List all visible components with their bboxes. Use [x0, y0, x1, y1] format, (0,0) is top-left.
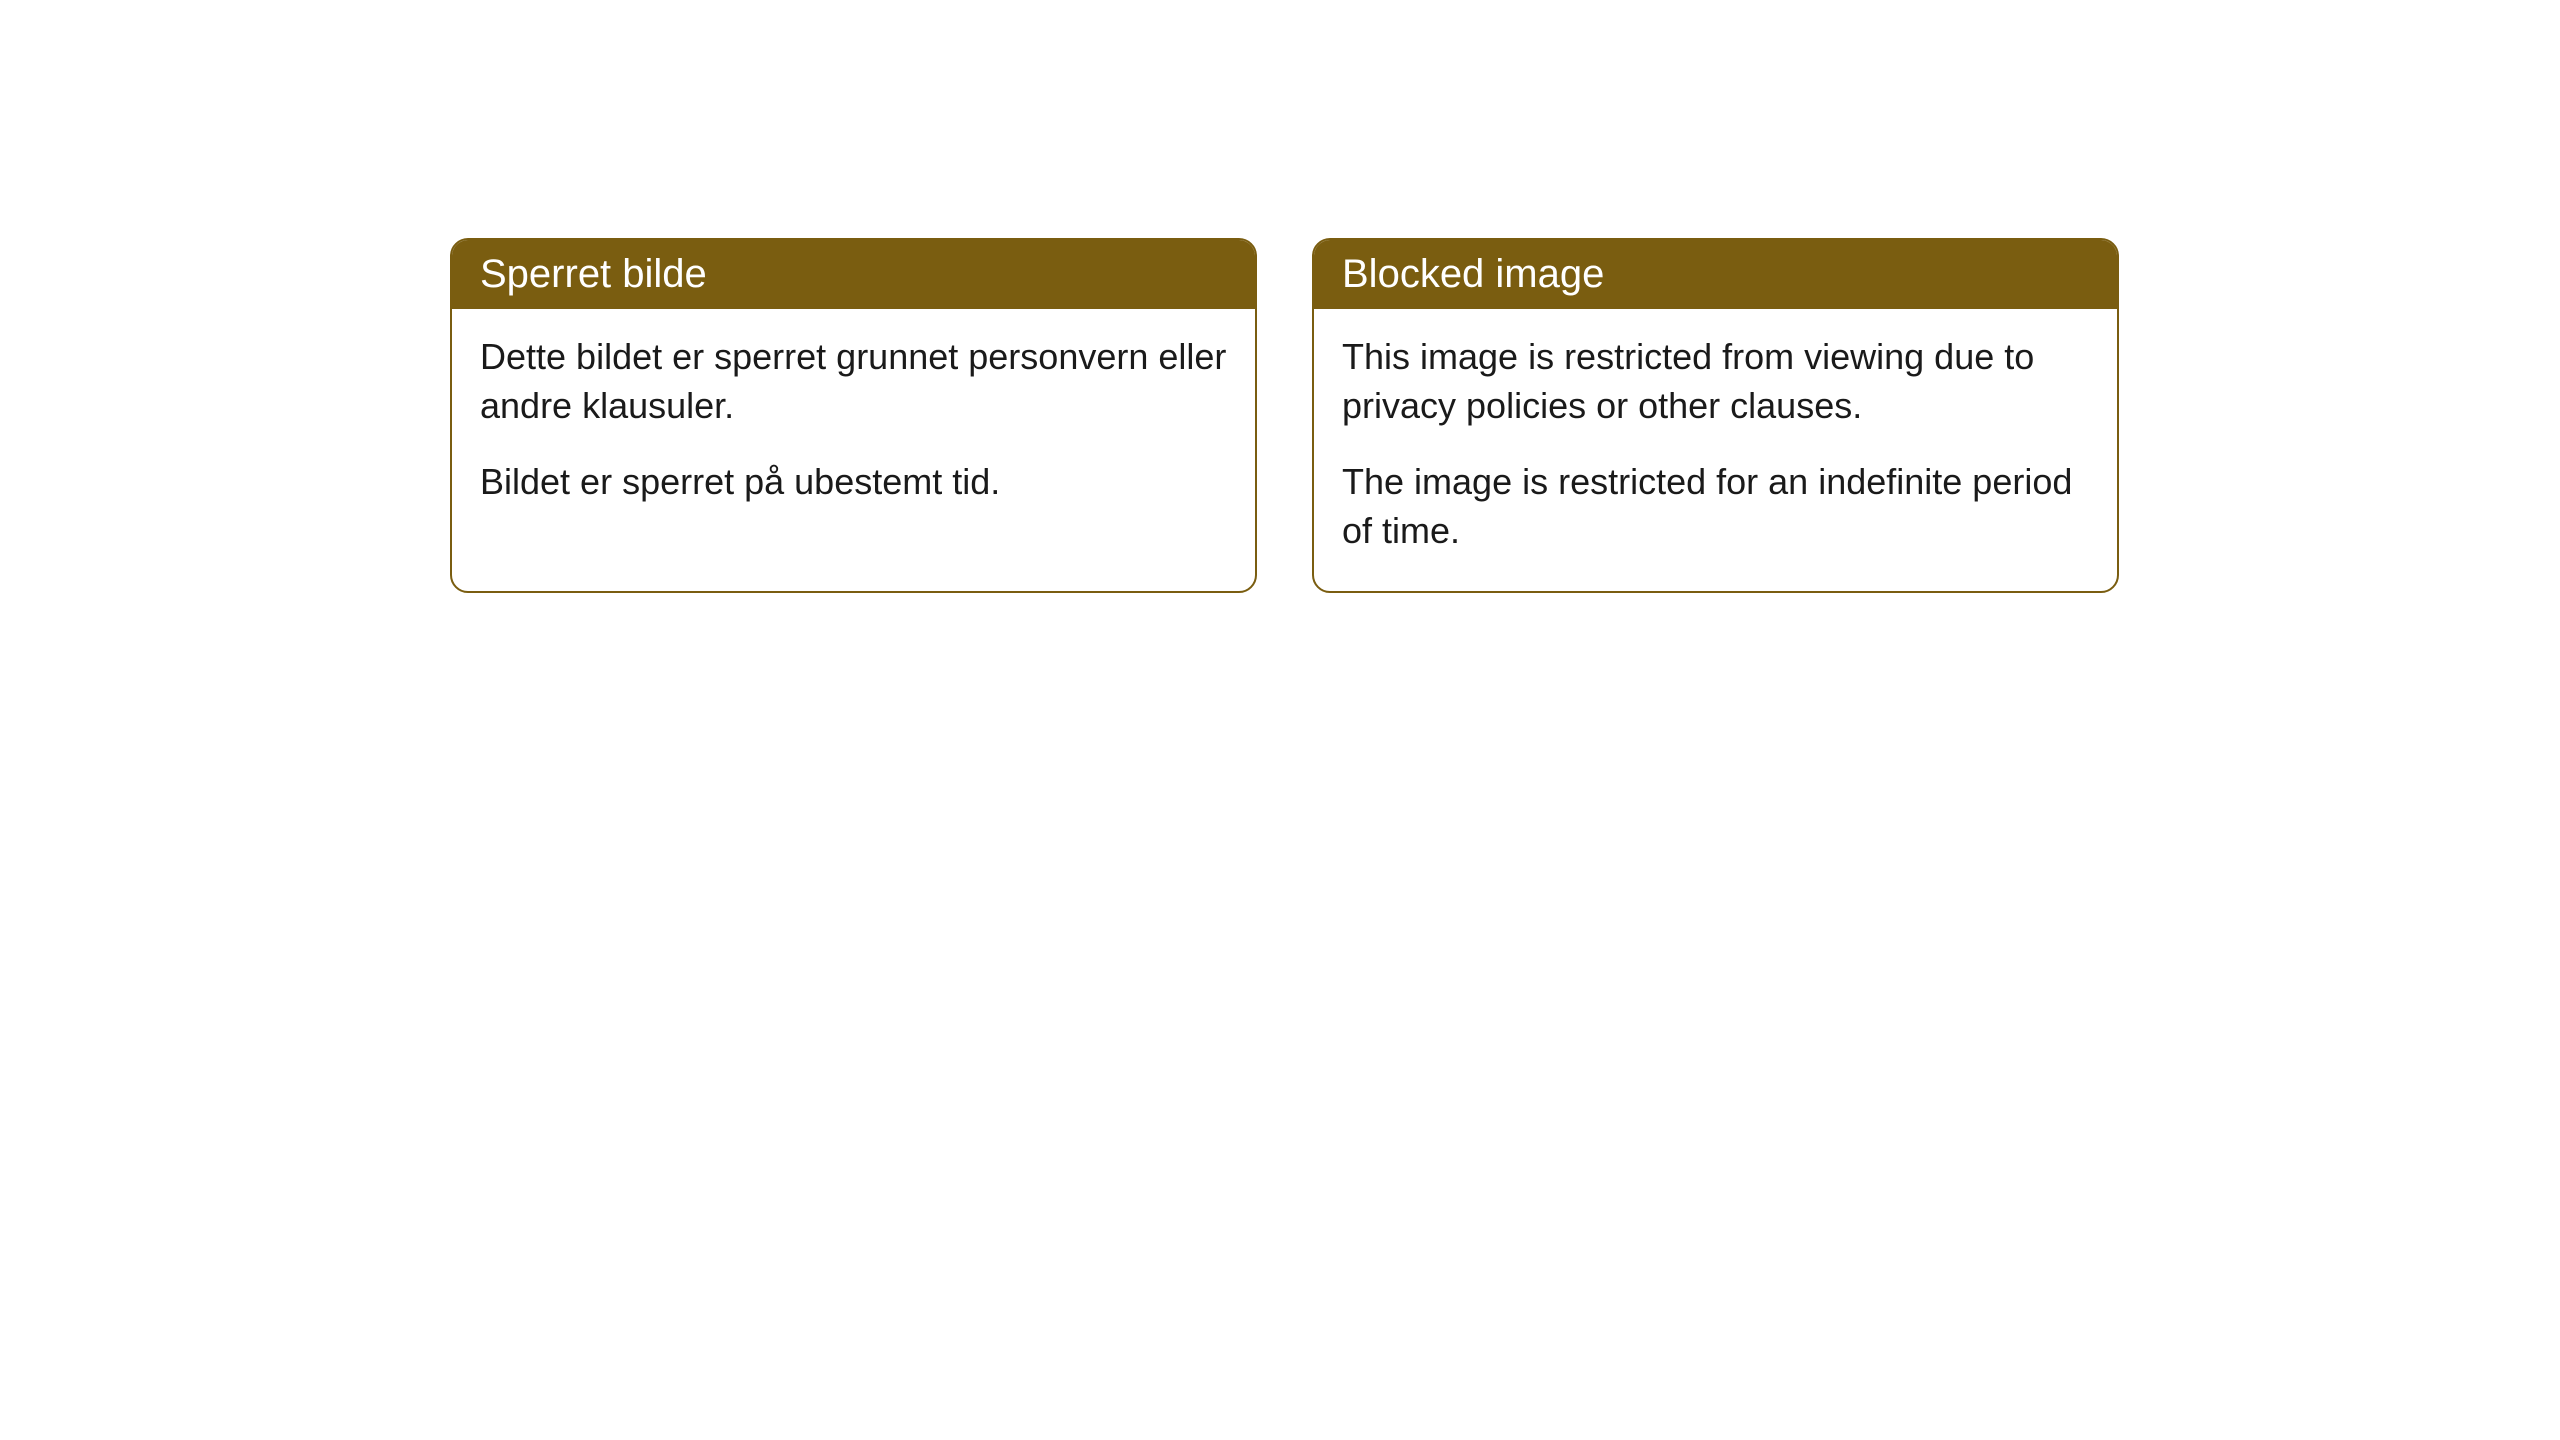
panel-body-english: This image is restricted from viewing du… [1314, 309, 2117, 591]
panel-text-english-2: The image is restricted for an indefinit… [1342, 458, 2089, 555]
panel-body-norwegian: Dette bildet er sperret grunnet personve… [452, 309, 1255, 543]
panel-header-norwegian: Sperret bilde [452, 240, 1255, 309]
panel-text-norwegian-1: Dette bildet er sperret grunnet personve… [480, 333, 1227, 430]
panel-english: Blocked image This image is restricted f… [1312, 238, 2119, 593]
panel-norwegian: Sperret bilde Dette bildet er sperret gr… [450, 238, 1257, 593]
panels-container: Sperret bilde Dette bildet er sperret gr… [450, 238, 2119, 593]
panel-text-english-1: This image is restricted from viewing du… [1342, 333, 2089, 430]
panel-header-english: Blocked image [1314, 240, 2117, 309]
panel-text-norwegian-2: Bildet er sperret på ubestemt tid. [480, 458, 1227, 507]
